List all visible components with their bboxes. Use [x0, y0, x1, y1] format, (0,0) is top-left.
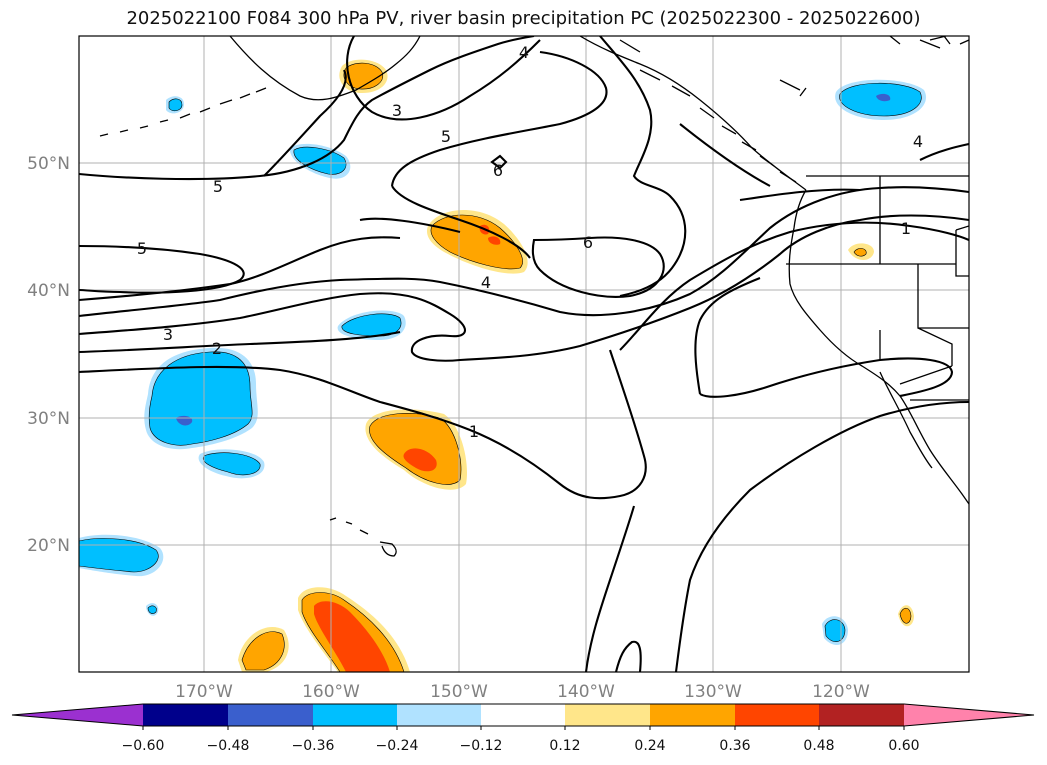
colorbar-tick-label: −0.36	[292, 738, 335, 754]
lat-label: 50°N	[27, 154, 70, 174]
pv-contour-label: 5	[441, 127, 451, 146]
colorbar-segment	[565, 704, 650, 726]
colorbar-segment	[650, 704, 735, 726]
map-plot-area: 4 3 5 6 5 5 3 2 4 6 1 4 1	[79, 36, 969, 672]
pv-contour-label: 4	[913, 132, 923, 151]
pv-contour-label: 4	[481, 273, 491, 292]
colorbar-extend-max	[904, 704, 1034, 726]
pv-contour-label: 5	[213, 177, 223, 196]
lon-label: 170°W	[175, 682, 233, 702]
coastlines	[99, 36, 969, 557]
lat-label: 30°N	[27, 409, 70, 429]
colorbar-segment	[481, 704, 565, 726]
pv-contour-label: 1	[469, 422, 479, 441]
pv-contours	[79, 36, 969, 672]
pv-contour-label: 5	[137, 239, 147, 258]
colorbar-segment	[143, 704, 228, 726]
pv-contour-label: 2	[212, 339, 222, 358]
colorbar-tick-label: −0.12	[460, 738, 503, 754]
colorbar-tick-label: 0.60	[888, 738, 919, 754]
lat-label: 40°N	[27, 281, 70, 301]
colorbar-segment	[313, 704, 397, 726]
pv-contour-label: 3	[163, 325, 173, 344]
colorbar-extend-min	[12, 704, 143, 726]
lon-label: 140°W	[557, 682, 615, 702]
contour-labels: 4 3 5 6 5 5 3 2 4 6 1 4 1	[137, 43, 923, 441]
lon-axis-labels: 170°W 160°W 150°W 140°W 130°W 120°W	[175, 682, 870, 702]
pv-contour-label: 3	[392, 101, 402, 120]
pv-contour-label: 1	[901, 219, 911, 238]
colorbar-tick-label: −0.48	[207, 738, 250, 754]
graticule	[79, 36, 969, 672]
lon-label: 160°W	[302, 682, 360, 702]
colorbar-tick-label: 0.12	[549, 738, 580, 754]
colorbar-tick-label: −0.24	[376, 738, 419, 754]
lon-label: 150°W	[430, 682, 488, 702]
pv-contour-label: 6	[583, 233, 593, 252]
lat-axis-labels: 50°N 40°N 30°N 20°N	[27, 154, 70, 556]
lat-label: 20°N	[27, 536, 70, 556]
pv-contour-label: 4	[519, 43, 529, 62]
colorbar-segment	[228, 704, 313, 726]
colorbar-tick-label: 0.24	[634, 738, 665, 754]
pv-contour-label: 6	[493, 161, 503, 180]
lon-label: 120°W	[812, 682, 870, 702]
colorbar: −0.60 −0.48 −0.36 −0.24 −0.12 0.12 0.24 0.36 0.4…	[11, 703, 1035, 754]
colorbar-segment	[819, 704, 904, 726]
map-frame	[78, 35, 970, 673]
map-title: 2025022100 F084 300 hPa PV, river basin …	[126, 8, 921, 29]
colorbar-segment	[735, 704, 819, 726]
colorbar-tick-label: 0.36	[719, 738, 750, 754]
colorbar-tick-label: 0.48	[803, 738, 834, 754]
colorbar-segment	[397, 704, 481, 726]
precip-shading	[79, 59, 927, 672]
lon-label: 130°W	[684, 682, 742, 702]
colorbar-tick-label: −0.60	[122, 738, 165, 754]
